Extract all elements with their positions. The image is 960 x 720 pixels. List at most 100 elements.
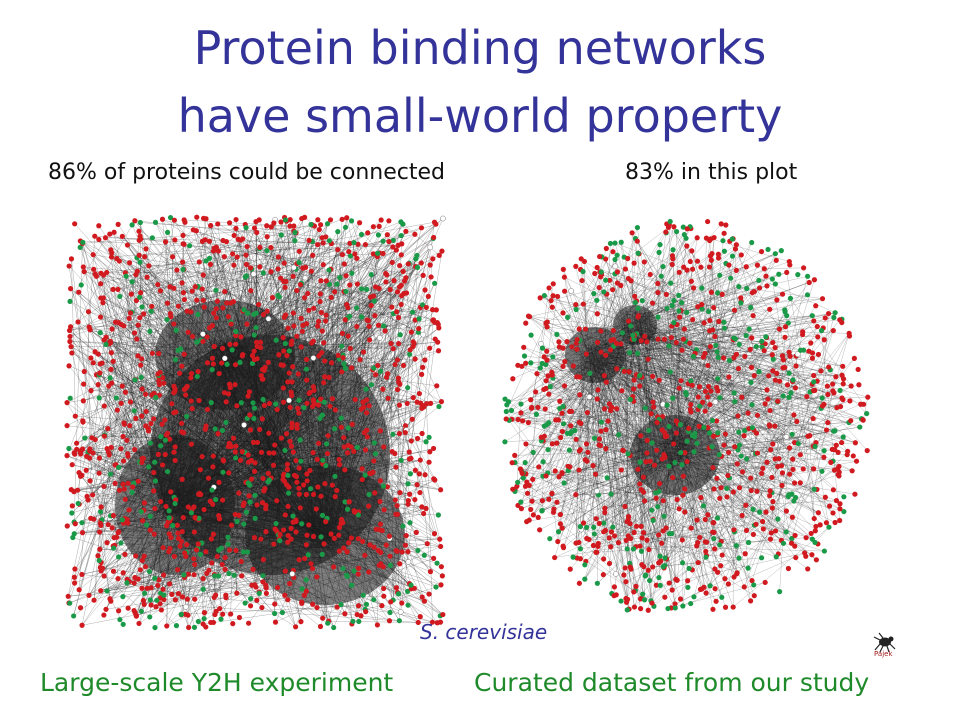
right-network-graph bbox=[502, 218, 871, 613]
protein-node bbox=[71, 489, 77, 495]
protein-node bbox=[685, 584, 691, 590]
protein-node bbox=[389, 304, 395, 310]
protein-node bbox=[322, 358, 328, 364]
protein-node bbox=[522, 483, 529, 489]
protein-node bbox=[159, 421, 165, 427]
protein-node bbox=[557, 521, 563, 527]
protein-node bbox=[161, 592, 167, 598]
protein-node bbox=[792, 494, 799, 501]
protein-node bbox=[560, 421, 567, 427]
protein-node bbox=[220, 345, 226, 351]
protein-node bbox=[590, 542, 597, 549]
protein-node bbox=[172, 597, 178, 603]
protein-node bbox=[344, 549, 350, 555]
protein-node bbox=[190, 227, 196, 233]
protein-node bbox=[774, 297, 780, 303]
protein-node bbox=[379, 528, 385, 534]
protein-node bbox=[138, 290, 144, 296]
protein-node bbox=[261, 402, 268, 409]
protein-node bbox=[87, 327, 93, 333]
protein-node bbox=[344, 506, 351, 512]
protein-node bbox=[417, 457, 423, 463]
protein-node bbox=[69, 510, 75, 516]
protein-node bbox=[679, 300, 685, 306]
protein-node bbox=[578, 420, 584, 427]
protein-node bbox=[228, 611, 234, 617]
protein-node bbox=[260, 270, 266, 276]
protein-node bbox=[502, 439, 508, 445]
protein-node bbox=[218, 545, 224, 551]
protein-node bbox=[785, 494, 791, 500]
protein-node bbox=[341, 261, 347, 267]
protein-node bbox=[336, 524, 342, 531]
protein-node bbox=[204, 334, 210, 340]
protein-node bbox=[647, 458, 653, 464]
protein-node bbox=[812, 443, 818, 450]
protein-node bbox=[286, 370, 292, 376]
protein-node bbox=[240, 549, 246, 555]
protein-node bbox=[243, 261, 250, 268]
protein-node bbox=[731, 390, 737, 396]
protein-node bbox=[332, 407, 338, 413]
protein-node bbox=[195, 541, 201, 547]
protein-node bbox=[537, 365, 543, 371]
protein-node bbox=[702, 350, 708, 357]
protein-node bbox=[670, 474, 676, 481]
protein-node bbox=[784, 313, 790, 319]
protein-node bbox=[725, 581, 731, 587]
protein-node bbox=[146, 263, 152, 269]
protein-node bbox=[512, 452, 518, 458]
protein-node bbox=[387, 562, 394, 568]
protein-node bbox=[674, 577, 680, 583]
protein-node bbox=[429, 619, 436, 625]
protein-node bbox=[360, 592, 366, 598]
protein-node bbox=[640, 591, 646, 597]
protein-node bbox=[427, 569, 434, 575]
protein-node bbox=[106, 383, 112, 389]
protein-node bbox=[213, 592, 219, 598]
protein-node bbox=[368, 272, 374, 278]
protein-node bbox=[700, 399, 706, 405]
protein-node bbox=[601, 520, 607, 526]
protein-node bbox=[347, 282, 353, 288]
protein-node bbox=[504, 402, 510, 408]
protein-node bbox=[101, 483, 107, 490]
protein-node bbox=[399, 241, 405, 247]
protein-node bbox=[98, 588, 104, 594]
protein-node bbox=[282, 217, 289, 223]
protein-node bbox=[535, 404, 541, 410]
protein-node bbox=[85, 309, 92, 315]
protein-node bbox=[256, 590, 262, 596]
protein-node bbox=[124, 242, 131, 248]
protein-node bbox=[322, 481, 328, 487]
protein-node bbox=[200, 331, 206, 337]
protein-node bbox=[115, 286, 121, 293]
protein-node bbox=[745, 565, 751, 571]
protein-node bbox=[299, 521, 305, 527]
protein-node bbox=[394, 309, 400, 315]
protein-node bbox=[263, 506, 269, 512]
protein-node bbox=[80, 419, 86, 425]
protein-node bbox=[543, 361, 549, 368]
protein-node bbox=[242, 600, 248, 606]
protein-node bbox=[419, 594, 425, 600]
protein-node bbox=[299, 215, 305, 222]
protein-node bbox=[694, 440, 700, 446]
protein-node bbox=[206, 325, 213, 331]
protein-node bbox=[214, 298, 220, 304]
protein-node bbox=[651, 462, 658, 468]
protein-node bbox=[248, 476, 255, 482]
protein-node bbox=[209, 366, 215, 373]
protein-node bbox=[85, 497, 91, 503]
protein-node bbox=[152, 575, 158, 581]
protein-node bbox=[784, 269, 790, 276]
protein-node bbox=[714, 290, 721, 296]
protein-node bbox=[366, 491, 372, 498]
protein-node bbox=[414, 435, 421, 442]
protein-node bbox=[169, 254, 176, 260]
protein-node bbox=[783, 529, 789, 535]
protein-node bbox=[403, 228, 409, 234]
protein-node bbox=[729, 236, 735, 242]
protein-node bbox=[700, 503, 707, 509]
protein-node bbox=[826, 364, 832, 370]
